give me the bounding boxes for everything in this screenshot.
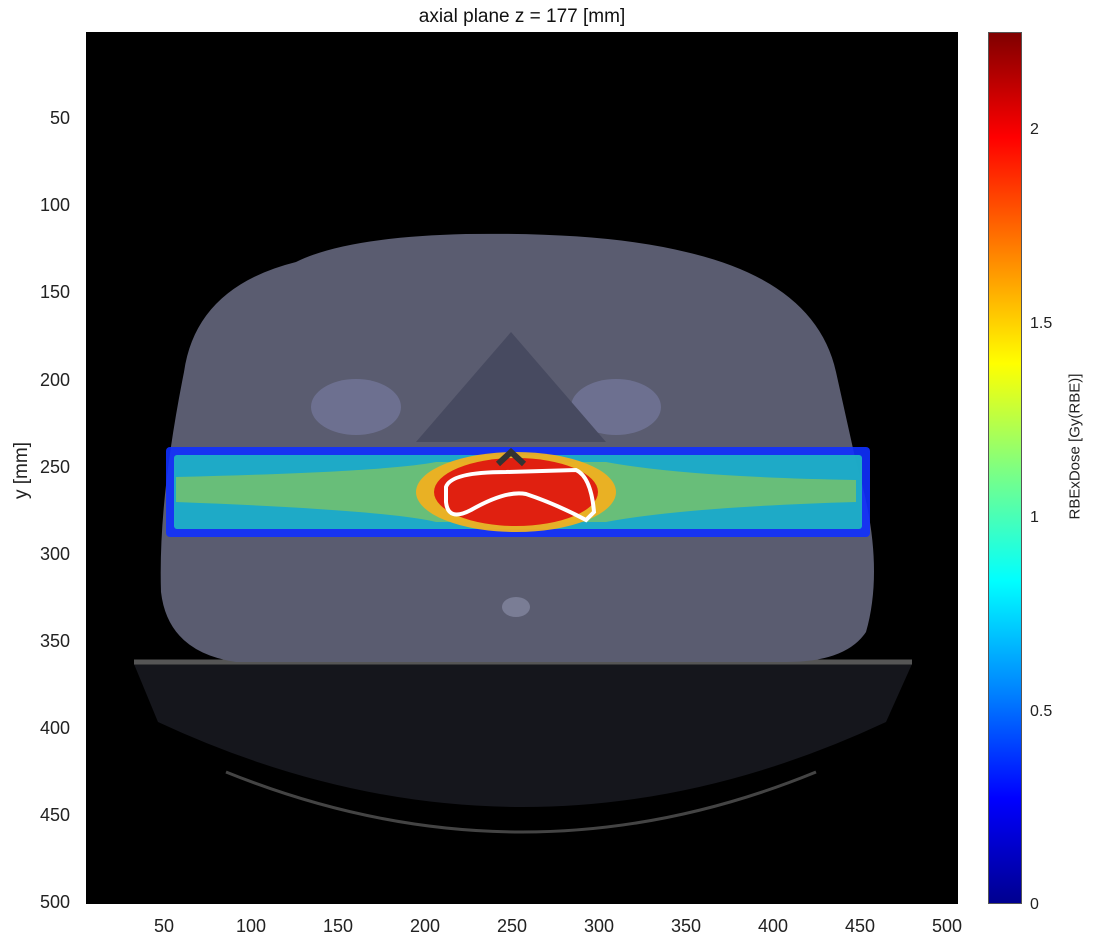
isocenter-marker bbox=[495, 447, 527, 467]
x-tick-label: 450 bbox=[844, 916, 876, 936]
x-tick-label: 150 bbox=[322, 916, 354, 936]
plot-title: axial plane z = 177 [mm] bbox=[418, 6, 626, 27]
pelvic-region bbox=[416, 332, 606, 442]
couch-arc-edge bbox=[225, 770, 817, 834]
x-tick-label: 400 bbox=[757, 916, 789, 936]
colorbar-tick-label: 1.5 bbox=[1030, 315, 1053, 332]
x-tick-label: 250 bbox=[496, 916, 528, 936]
dose-colorbar bbox=[988, 32, 1022, 904]
colorbar-tick-label: 0 bbox=[1030, 896, 1039, 913]
ct-image-area[interactable] bbox=[86, 32, 958, 904]
y-tick-label: 400 bbox=[39, 718, 70, 738]
y-tick-label: 300 bbox=[39, 544, 70, 564]
colorbar-tick-label: 2 bbox=[1030, 121, 1039, 138]
target-contour bbox=[444, 467, 597, 523]
y-tick-label: 250 bbox=[39, 457, 70, 477]
x-tick-label: 350 bbox=[670, 916, 702, 936]
colorbar-tick-label: 0.5 bbox=[1030, 703, 1053, 720]
colorbar-label: RBExDose [Gy(RBE)] bbox=[1066, 373, 1084, 520]
right-hip-bone bbox=[571, 379, 661, 435]
bone-structure bbox=[502, 597, 530, 617]
y-tick-label: 150 bbox=[39, 282, 70, 302]
x-tick-label: 100 bbox=[235, 916, 267, 936]
x-tick-label: 50 bbox=[153, 916, 175, 936]
x-tick-label: 300 bbox=[583, 916, 615, 936]
y-tick-label: 100 bbox=[39, 195, 70, 215]
y-tick-label: 450 bbox=[39, 805, 70, 825]
ct-dose-overlay bbox=[134, 233, 912, 834]
y-tick-label: 50 bbox=[49, 108, 70, 128]
left-hip-bone bbox=[311, 379, 401, 435]
y-tick-label: 350 bbox=[39, 631, 70, 651]
y-tick-label: 200 bbox=[39, 370, 70, 390]
y-tick-label: 500 bbox=[39, 892, 70, 912]
colorbar-tick-label: 1 bbox=[1030, 509, 1039, 526]
couch-shape bbox=[134, 664, 912, 807]
x-tick-label: 500 bbox=[931, 916, 963, 936]
x-tick-label: 200 bbox=[409, 916, 441, 936]
